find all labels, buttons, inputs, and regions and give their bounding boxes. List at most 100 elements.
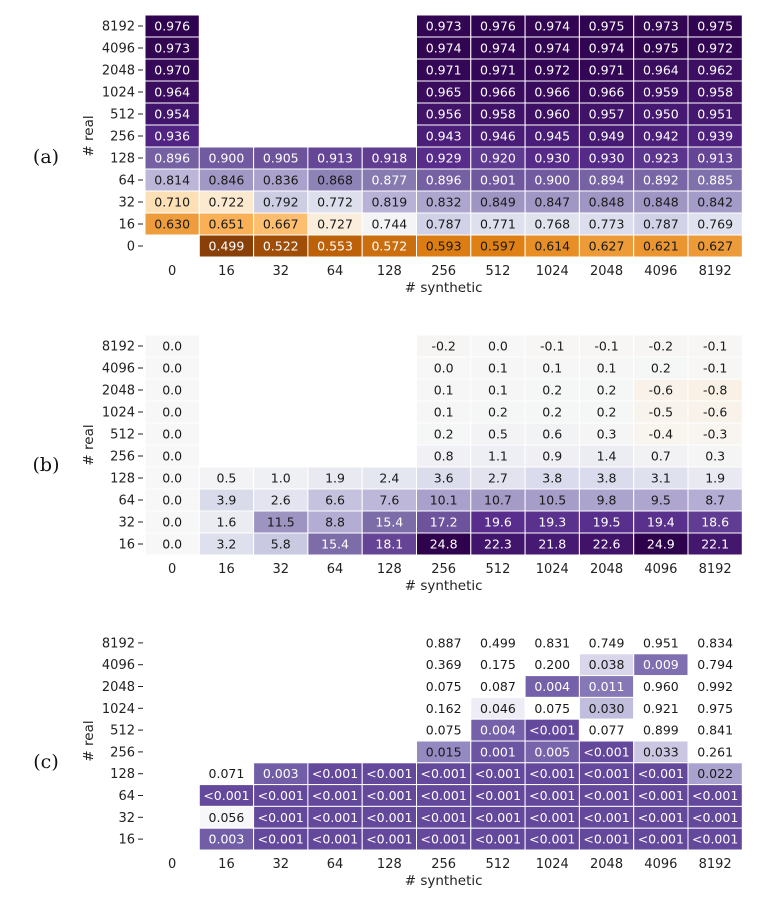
cell-value-label: 0.966 [534, 85, 570, 100]
cell-value-label: 24.9 [647, 537, 675, 552]
cell-value-label: 0.499 [209, 239, 245, 254]
cell-value-label: 0.5 [488, 427, 508, 442]
cell-value-label: 0.200 [534, 657, 570, 672]
y-tick-label: 64 [118, 494, 135, 509]
cell-value-label: 0.075 [426, 723, 462, 738]
cell-value-label: <0.001 [692, 832, 738, 847]
cell-value-label: 0.900 [209, 151, 245, 166]
cell-value-label: 0.0 [488, 339, 508, 354]
x-tick-label: 2048 [590, 264, 623, 279]
cell-value-label: 0.2 [597, 383, 617, 398]
cell-value-label: -0.4 [649, 427, 673, 442]
cell-value-label: 0.966 [589, 85, 625, 100]
cell-value-label: 0.033 [643, 744, 679, 759]
x-tick-label: 2048 [590, 562, 623, 577]
x-tick-label: 32 [272, 562, 289, 577]
cell-value-label: 0.921 [643, 701, 679, 716]
cell-value-label: <0.001 [692, 788, 738, 803]
cell-value-label: 0.975 [697, 19, 733, 34]
cell-value-label: 0.954 [154, 107, 190, 122]
cell-value-label: 0.5 [217, 471, 237, 486]
cell-value-label: -0.8 [703, 383, 727, 398]
y-tick-label: 256 [110, 130, 135, 145]
y-tick-label: 64 [118, 174, 135, 189]
cell-value-label: <0.001 [366, 810, 412, 825]
cell-value-label: 0.727 [317, 217, 353, 232]
x-tick-label: 0 [168, 264, 176, 279]
cell-value-label: 0.975 [589, 19, 625, 34]
cell-value-label: 0.836 [263, 173, 299, 188]
y-tick-label: 1024 [102, 702, 135, 717]
cell-value-label: 0.849 [480, 195, 516, 210]
cell-value-label: 24.8 [430, 537, 458, 552]
heatmap-panel: 0.0 -0.2 0.0 -0.1 -0.1 -0.2 -0.1 0.0 0.0 0.1 0.1 0.… [33, 334, 743, 594]
cell-value-label: 10.7 [484, 493, 512, 508]
y-tick-label: 2048 [102, 680, 135, 695]
cell-value-label: <0.001 [475, 788, 521, 803]
cell-value-label: 3.9 [217, 493, 237, 508]
y-tick-label: 1024 [102, 86, 135, 101]
cell-value-label: 0.071 [209, 766, 245, 781]
cell-value-label: <0.001 [312, 810, 358, 825]
cell-value-label: 0.7 [651, 449, 671, 464]
cell-value-label: 0.597 [480, 239, 516, 254]
y-tick-label: 512 [110, 108, 135, 123]
y-tick-label: 0 [127, 240, 135, 255]
cell-value-label: 0.175 [480, 657, 516, 672]
cell-value-label: 0.769 [697, 217, 733, 232]
cell-value-label: 0.015 [426, 744, 462, 759]
cell-value-label: 0.621 [643, 239, 679, 254]
cell-value-label: 0.964 [154, 85, 190, 100]
cell-value-label: <0.001 [475, 766, 521, 781]
cell-value-label: 0.974 [534, 41, 570, 56]
cell-value-label: 0.722 [209, 195, 245, 210]
cell-value-label: 0.966 [480, 85, 516, 100]
cell-value-label: 0.972 [534, 63, 570, 78]
cell-value-label: 0.627 [589, 239, 625, 254]
cell-value-label: 0.1 [434, 383, 454, 398]
heatmap-panel: 0.976 0.973 0.976 0.974 0.975 0.973 0.975 0.973… [33, 14, 743, 296]
x-tick-label: 0 [168, 562, 176, 577]
y-tick-label: 32 [118, 811, 135, 826]
y-tick-label: 32 [118, 196, 135, 211]
cell-value-label: 0.2 [542, 405, 562, 420]
cell-value-label: <0.001 [258, 832, 304, 847]
cell-value-label: <0.001 [529, 766, 575, 781]
cell-value-label: -0.1 [703, 361, 727, 376]
cell-value-label: 0.1 [542, 361, 562, 376]
cell-value-label: 0.056 [209, 810, 245, 825]
cell-value-label: 22.1 [701, 537, 729, 552]
cell-value-label: 1.6 [217, 515, 237, 530]
cell-value-label: 0.075 [534, 701, 570, 716]
cell-value-label: 0.896 [154, 151, 190, 166]
cell-value-label: 0.744 [371, 217, 407, 232]
cell-value-label: 0.842 [697, 195, 733, 210]
cell-value-label: 0.848 [589, 195, 625, 210]
cell-value-label: 0.2 [597, 405, 617, 420]
cell-value-label: <0.001 [475, 810, 521, 825]
y-tick-label: 128 [110, 472, 135, 487]
cell-value-label: 0.974 [480, 41, 516, 56]
cell-value-label: 0.2 [651, 361, 671, 376]
cell-value-label: 0.001 [480, 744, 516, 759]
cell-value-label: 0.003 [263, 766, 299, 781]
heatmap-cells: 0.887 0.499 0.831 0.749 0.951 0.834 0.369 0.175… [198, 631, 743, 851]
cell-value-label: 19.5 [593, 515, 621, 530]
cell-value-label: 0.814 [154, 173, 190, 188]
cell-value-label: 0.630 [154, 217, 190, 232]
cell-value-label: 3.1 [651, 471, 671, 486]
cell-value-label: 0.162 [426, 701, 462, 716]
cell-value-label: 0.2 [434, 427, 454, 442]
cell-value-label: 0.773 [589, 217, 625, 232]
cell-value-label: 0.075 [426, 679, 462, 694]
cell-value-label: 10.1 [430, 493, 458, 508]
heatmap-cell [687, 234, 743, 258]
cell-value-label: 0.959 [643, 85, 679, 100]
cell-value-label: 0.2 [488, 405, 508, 420]
x-tick-label: 32 [272, 264, 289, 279]
cell-value-label: <0.001 [529, 810, 575, 825]
cell-value-label: 0.976 [154, 19, 190, 34]
x-tick-label: 256 [431, 562, 456, 577]
cell-value-label: 10.5 [538, 493, 566, 508]
cell-value-label: 0.929 [426, 151, 462, 166]
